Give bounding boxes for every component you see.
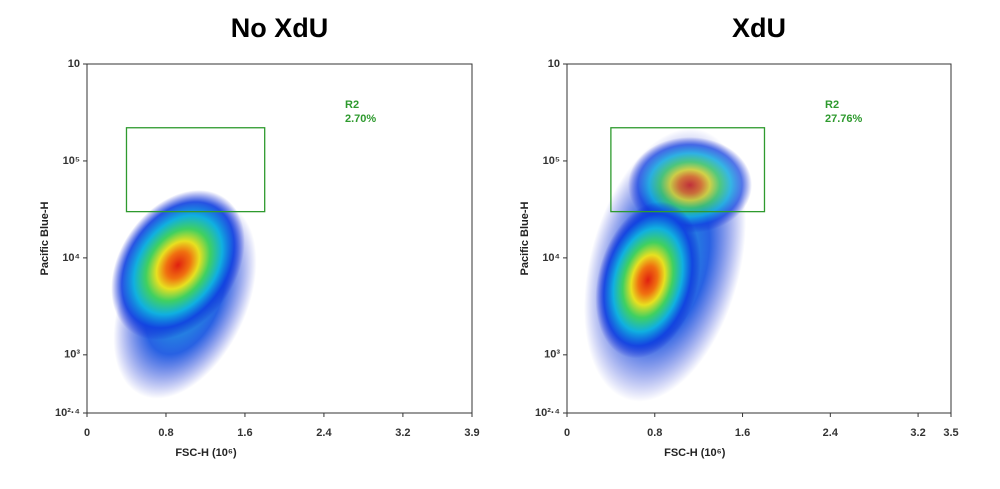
plot-frame <box>86 63 473 414</box>
gate-name: R2 <box>825 99 839 111</box>
y-tick-label: 10²·⁴ <box>535 407 560 419</box>
gate <box>125 127 266 213</box>
x-tick-label: 0.8 <box>158 427 173 439</box>
y-tick-label: 10²·⁴ <box>55 407 80 419</box>
x-axis-label: FSC-H (10⁶) <box>175 447 237 459</box>
x-tick-label: 0 <box>564 427 570 439</box>
y-tick-label: 10³ <box>544 349 560 361</box>
x-tick-label: 2.4 <box>316 427 332 439</box>
gate-percent: 27.76% <box>825 113 863 125</box>
y-tick-label: 10³ <box>64 349 80 361</box>
x-axis-label: FSC-H (10⁶) <box>664 447 726 459</box>
gate-name: R2 <box>345 99 359 111</box>
y-tick-label: 10⁵ <box>63 155 80 167</box>
y-axis-label: Pacific Blue-H <box>519 201 531 275</box>
chart-title: XdU <box>732 13 786 43</box>
x-tick-label: 3.9 <box>464 427 479 439</box>
y-tick-label: 10⁵ <box>543 155 560 167</box>
density-cloud <box>111 128 752 402</box>
x-tick-label: 3.2 <box>910 427 925 439</box>
chart-title: No XdU <box>231 13 329 43</box>
x-tick-label: 3.5 <box>943 427 958 439</box>
gate-percent: 2.70% <box>345 113 376 125</box>
y-tick-label: 10 <box>68 58 80 70</box>
x-tick-label: 3.2 <box>395 427 410 439</box>
x-tick-label: 1.6 <box>735 427 750 439</box>
y-tick-label: 10⁴ <box>542 252 560 264</box>
y-tick-label: 10 <box>548 58 560 70</box>
gate <box>610 127 766 213</box>
plot-frame <box>566 63 952 414</box>
x-tick-label: 2.4 <box>823 427 839 439</box>
y-axis-label: Pacific Blue-H <box>39 201 51 275</box>
y-tick-label: 10⁴ <box>62 252 80 264</box>
x-tick-label: 0 <box>84 427 90 439</box>
x-tick-label: 0.8 <box>647 427 662 439</box>
x-tick-label: 1.6 <box>237 427 252 439</box>
